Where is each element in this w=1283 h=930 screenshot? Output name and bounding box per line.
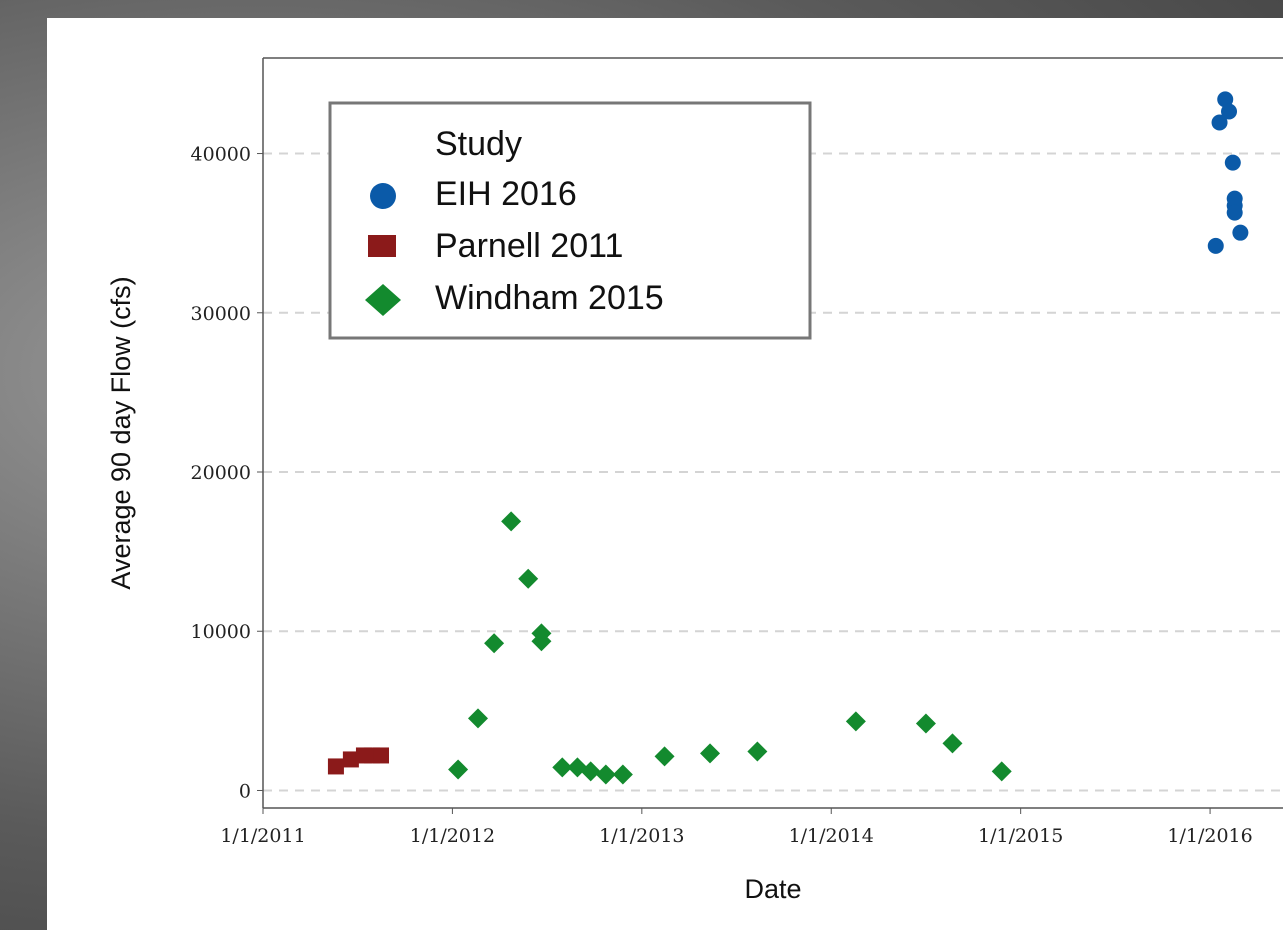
legend-marker	[368, 235, 396, 257]
x-tick-label: 1/1/2012	[410, 825, 495, 847]
point	[448, 759, 469, 780]
legend-title: Study	[435, 125, 522, 163]
x-tick-label: 1/1/2014	[789, 825, 874, 847]
point	[467, 708, 488, 729]
x-tick-label: 1/1/2013	[599, 825, 684, 847]
point	[373, 747, 390, 764]
point	[991, 761, 1012, 782]
point	[942, 733, 963, 754]
point	[1232, 224, 1249, 241]
legend-marker	[370, 183, 396, 209]
point	[654, 746, 675, 767]
point	[518, 568, 539, 589]
point	[327, 758, 344, 775]
point	[1211, 114, 1228, 131]
legend-marker	[365, 284, 401, 316]
point	[580, 761, 601, 782]
point	[501, 511, 522, 532]
point	[1221, 103, 1238, 120]
y-tick-label: 40000	[191, 144, 251, 166]
point	[747, 741, 768, 762]
point	[484, 633, 505, 654]
point	[342, 751, 359, 768]
legend-label: EIH 2016	[435, 175, 577, 213]
point	[1217, 91, 1234, 108]
point	[845, 711, 866, 732]
y-tick-label: 20000	[191, 462, 251, 484]
y-axis-label: Average 90 day Flow (cfs)	[106, 276, 136, 589]
point	[552, 757, 573, 778]
legend-box	[328, 101, 812, 340]
point	[612, 764, 633, 785]
point	[1226, 204, 1243, 221]
point	[915, 713, 936, 734]
point	[1224, 154, 1241, 171]
x-tick-label: 1/1/2015	[978, 825, 1063, 847]
legend-label: Windham 2015	[435, 279, 664, 317]
y-tick-label: 10000	[191, 621, 251, 643]
point	[1207, 237, 1224, 254]
x-axis-label: Date	[744, 874, 801, 904]
legend-label: Parnell 2011	[435, 227, 623, 265]
y-tick-label: 30000	[191, 303, 251, 325]
point	[700, 743, 721, 764]
y-tick-label: 0	[239, 780, 251, 802]
point	[595, 764, 616, 785]
x-tick-label: 1/1/2011	[220, 825, 305, 847]
point	[531, 631, 552, 652]
x-tick-label: 1/1/2016	[1167, 825, 1252, 847]
